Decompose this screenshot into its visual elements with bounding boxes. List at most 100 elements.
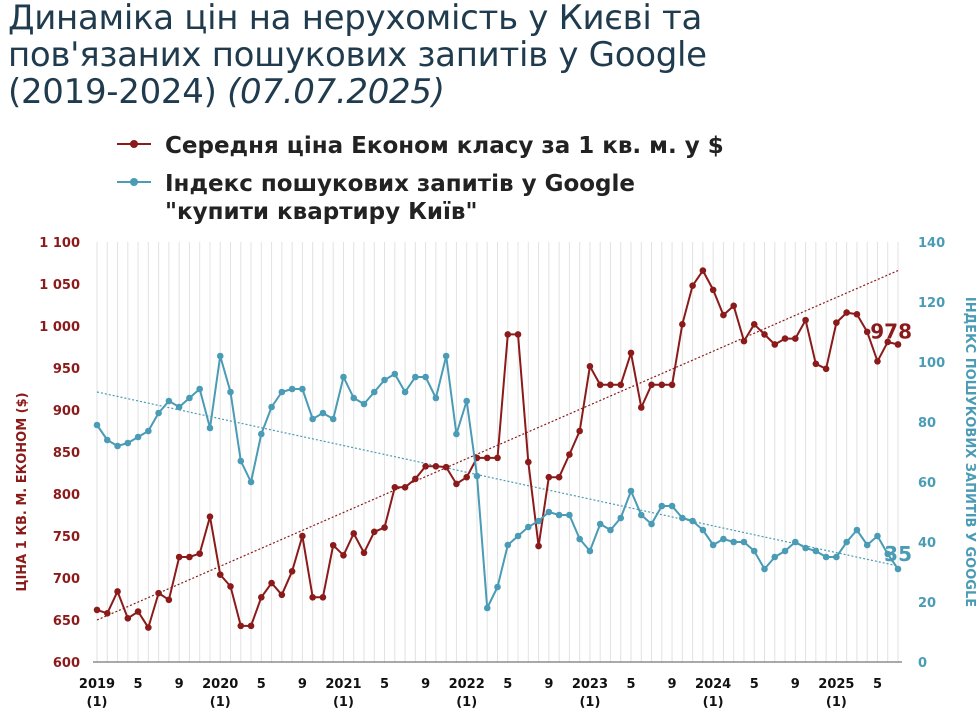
data-point-search — [699, 526, 707, 534]
x-tick-label: 9 — [298, 677, 307, 692]
data-point-search — [309, 415, 316, 423]
data-point-search — [227, 388, 234, 396]
data-point-price — [504, 331, 512, 338]
legend-item-price: Середня ціна Економ класу за 1 кв. м. у … — [115, 132, 724, 160]
data-point-search — [566, 511, 573, 519]
data-point-search — [288, 385, 296, 393]
data-point-price — [155, 589, 162, 597]
data-point-search — [196, 385, 203, 393]
x-tick-sublabel: (1) — [826, 695, 847, 710]
data-point-price — [134, 608, 142, 615]
x-tick-label: 5 — [134, 677, 143, 692]
y-left-tick-label: 900 — [53, 404, 80, 419]
data-point-price — [268, 579, 275, 587]
data-point-search — [103, 436, 111, 444]
data-point-search — [442, 352, 450, 360]
data-point-price — [771, 341, 779, 348]
data-point-price — [740, 337, 748, 345]
data-point-search — [401, 388, 409, 396]
title-line-3: (2019-2024) (07.07.2025) — [8, 74, 968, 111]
x-tick-sublabel: (1) — [703, 695, 724, 710]
data-point-price — [319, 594, 327, 601]
x-tick-label: 9 — [791, 677, 800, 692]
data-point-search — [432, 394, 440, 402]
data-point-price — [586, 363, 594, 370]
data-point-search — [381, 376, 388, 384]
legend-label-price: Середня ціна Економ класу за 1 кв. м. у … — [165, 133, 724, 159]
data-point-price — [853, 310, 861, 318]
x-tick-label: 5 — [873, 677, 882, 692]
data-point-search — [155, 409, 162, 417]
data-point-price — [596, 381, 604, 389]
data-point-search — [535, 517, 542, 525]
y-right-tick-label: 80 — [918, 416, 936, 431]
title-years: (2019-2024) — [8, 72, 217, 112]
x-tick-sublabel: (1) — [333, 695, 354, 710]
data-point-search — [740, 538, 748, 546]
data-point-search — [329, 415, 337, 423]
data-point-price — [699, 267, 707, 274]
data-point-search — [792, 538, 799, 546]
data-point-price — [525, 458, 532, 466]
data-point-price — [720, 311, 727, 319]
data-point-price — [124, 615, 132, 622]
data-point-price — [288, 567, 296, 575]
data-point-search — [299, 385, 306, 393]
data-point-search — [863, 541, 871, 549]
data-point-price — [309, 594, 316, 601]
data-point-search — [93, 421, 101, 429]
data-point-search — [483, 604, 491, 612]
data-point-search — [668, 502, 676, 510]
y-left-axis-title: ЦІНА 1 КВ. М. ЕКОНОМ ($) — [15, 392, 30, 591]
data-point-search — [514, 532, 522, 540]
data-point-search — [216, 352, 224, 360]
data-point-price — [658, 381, 666, 389]
y-left-tick-label: 850 — [53, 446, 80, 461]
trendline-search — [96, 391, 899, 567]
data-point-price — [709, 286, 717, 294]
data-point-search — [175, 403, 183, 411]
data-point-search — [822, 553, 830, 561]
data-point-price — [555, 473, 563, 481]
y-left-tick-label: 700 — [53, 572, 80, 587]
data-point-search — [268, 403, 275, 411]
data-point-price — [258, 594, 265, 601]
title-line-2: пов'язаних пошукових запитів у Google — [8, 35, 707, 75]
data-point-search — [545, 508, 553, 516]
data-point-search — [812, 547, 820, 555]
data-point-price — [822, 365, 830, 373]
data-point-search — [206, 424, 214, 432]
data-point-search — [730, 538, 737, 546]
data-point-price — [93, 606, 101, 614]
data-point-price — [802, 316, 809, 324]
data-point-search — [596, 520, 604, 528]
data-point-price — [627, 349, 635, 357]
x-tick-label: 5 — [750, 677, 759, 692]
data-point-search — [802, 544, 809, 552]
data-point-price — [145, 624, 152, 631]
data-point-search — [637, 511, 645, 519]
data-point-search — [679, 514, 686, 522]
x-tick-label: 9 — [421, 677, 430, 692]
x-tick-label: 9 — [668, 677, 677, 692]
x-tick-label: 2025 — [818, 677, 854, 692]
data-point-price — [894, 341, 902, 348]
data-point-search — [473, 472, 481, 480]
data-point-search — [319, 409, 327, 417]
data-point-price — [494, 454, 501, 462]
data-point-price — [278, 591, 286, 599]
x-tick-sublabel: (1) — [87, 695, 108, 710]
y-right-tick-label: 0 — [918, 656, 927, 671]
legend-item-search: Індекс пошукових запитів у Google "купит… — [115, 170, 685, 226]
data-point-search — [391, 370, 399, 378]
data-point-price — [381, 524, 388, 531]
x-tick-label: 5 — [380, 677, 389, 692]
x-tick-label: 2020 — [202, 677, 238, 692]
data-point-search — [750, 547, 758, 555]
legend-label-search: Індекс пошукових запитів у Google "купит… — [165, 171, 636, 225]
data-point-price — [679, 321, 686, 328]
data-point-search — [648, 520, 655, 528]
data-point-price — [432, 462, 440, 470]
x-tick-sublabel: (1) — [210, 695, 231, 710]
